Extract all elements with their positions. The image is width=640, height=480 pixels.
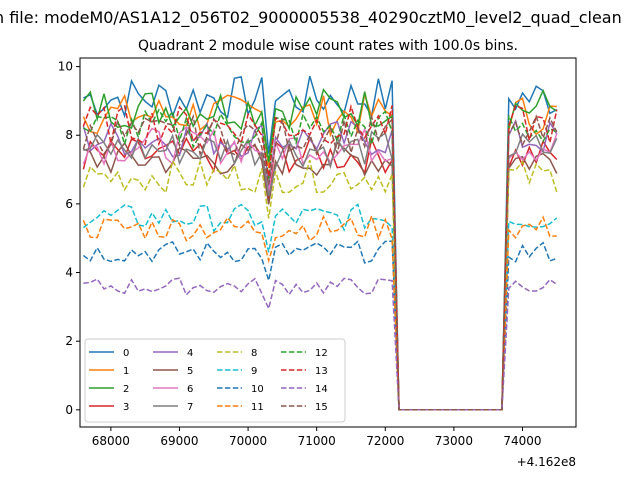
y-tick-label: 6 [65,197,73,211]
series-line-14 [83,277,558,411]
legend-label: 11 [251,402,264,413]
y-tick-label: 8 [65,128,73,142]
x-tick-label: 69000 [160,434,198,448]
legend-label: 1 [123,366,129,377]
legend-label: 6 [187,384,193,395]
legend-label: 5 [187,366,193,377]
legend-label: 3 [123,402,129,413]
legend-label: 14 [315,384,328,395]
legend-label: 15 [315,402,328,413]
x-tick-label: 74000 [503,434,541,448]
x-tick-label: 68000 [92,434,130,448]
y-tick-label: 10 [58,60,73,74]
x-tick-label: 70000 [229,434,267,448]
x-tick-label: 73000 [435,434,473,448]
legend-box [84,338,346,423]
x-tick-label: 72000 [366,434,404,448]
legend-label: 2 [123,384,129,395]
legend-label: 9 [251,366,257,377]
legend-label: 4 [187,348,193,359]
y-axis: 0 2 4 6 8 10 [58,60,80,417]
x-offset-label: +4.162e8 [517,455,576,469]
axes-frame [79,57,577,428]
legend-label: 0 [123,348,129,359]
series-line-15 [82,113,558,411]
y-tick-label: 2 [65,334,73,348]
legend-label: 10 [251,384,264,395]
legend-label: 7 [187,402,193,413]
legend-label: 13 [315,366,328,377]
x-axis: 68000 69000 70000 71000 72000 73000 74000 [92,427,542,448]
legend-label: 8 [251,348,257,359]
x-tick-label: 71000 [298,434,336,448]
figure-suptitle: n file: modeM0/AS1A12_056T02_9000005538_… [0,8,622,28]
y-tick-label: 0 [65,403,73,417]
chart-title: Quadrant 2 module wise count rates with … [138,38,518,54]
plot-series-group [82,75,558,411]
y-tick-label: 4 [65,266,73,280]
series-line-10 [82,240,558,411]
legend-label: 12 [315,348,328,359]
series-line-13 [82,103,558,411]
